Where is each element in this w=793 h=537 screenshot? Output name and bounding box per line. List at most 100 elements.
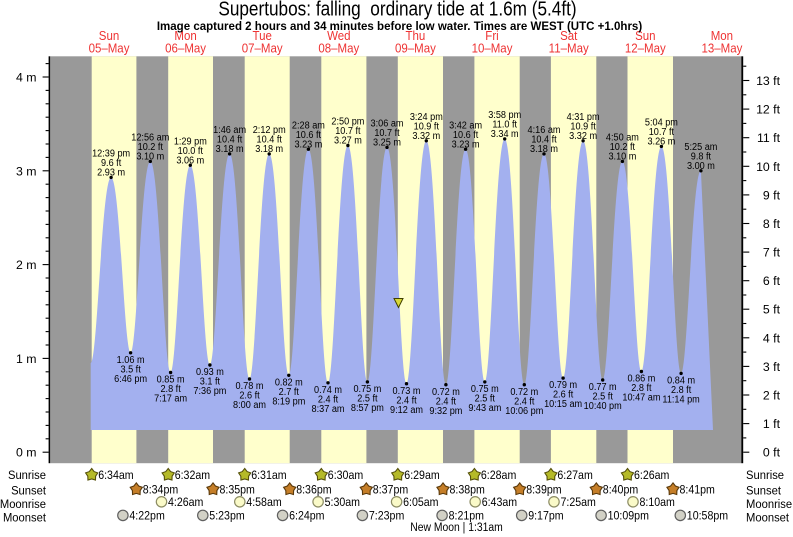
svg-text:Wed: Wed — [327, 29, 350, 44]
svg-text:3.32 m: 3.32 m — [412, 130, 440, 142]
svg-text:0.77 m: 0.77 m — [589, 382, 617, 394]
svg-text:12–May: 12–May — [625, 41, 666, 56]
svg-text:Tue: Tue — [253, 29, 273, 44]
svg-text:3.18 m: 3.18 m — [255, 143, 283, 155]
svg-text:05–May: 05–May — [89, 41, 130, 56]
svg-text:0.93 m: 0.93 m — [196, 367, 224, 379]
svg-text:4 ft: 4 ft — [763, 331, 781, 345]
svg-text:0.78 m: 0.78 m — [236, 381, 264, 393]
svg-text:3.18 m: 3.18 m — [530, 143, 558, 155]
svg-text:3.10 m: 3.10 m — [136, 151, 164, 163]
svg-text:Supertubos: falling ordinary: Supertubos: falling ordinary tide at 1.6… — [218, 0, 576, 20]
svg-text:10.2 ft: 10.2 ft — [610, 141, 636, 153]
svg-text:Moonset: Moonset — [3, 511, 47, 525]
svg-text:10.7 ft: 10.7 ft — [649, 126, 675, 138]
svg-text:5:30am: 5:30am — [325, 496, 360, 509]
svg-text:2.4 ft: 2.4 ft — [514, 396, 535, 408]
svg-text:12 ft: 12 ft — [756, 103, 781, 117]
svg-text:2 ft: 2 ft — [763, 389, 781, 403]
svg-text:Sunset: Sunset — [11, 484, 47, 498]
svg-text:3.23 m: 3.23 m — [294, 139, 322, 151]
svg-text:10.6 ft: 10.6 ft — [296, 129, 322, 141]
svg-text:8:37pm: 8:37pm — [373, 484, 408, 497]
svg-text:10.7 ft: 10.7 ft — [335, 126, 361, 138]
svg-text:3.5 ft: 3.5 ft — [120, 364, 141, 376]
svg-text:6:26am: 6:26am — [634, 469, 669, 482]
svg-text:1:29 pm: 1:29 pm — [174, 136, 207, 148]
svg-text:2.6 ft: 2.6 ft — [239, 390, 260, 402]
svg-text:06–May: 06–May — [165, 41, 206, 56]
svg-text:2.5 ft: 2.5 ft — [593, 391, 614, 403]
svg-text:8:36pm: 8:36pm — [296, 484, 331, 497]
svg-text:0 ft: 0 ft — [763, 446, 781, 460]
svg-text:Sun: Sun — [635, 29, 655, 44]
svg-text:0.74 m: 0.74 m — [314, 384, 342, 396]
svg-text:6:28am: 6:28am — [481, 469, 516, 482]
svg-text:6:32am: 6:32am — [175, 469, 210, 482]
svg-text:2.7 ft: 2.7 ft — [279, 386, 300, 398]
svg-text:Moonrise: Moonrise — [0, 497, 46, 511]
svg-text:7:25am: 7:25am — [561, 496, 596, 509]
svg-text:6:27am: 6:27am — [557, 469, 592, 482]
svg-text:0.85 m: 0.85 m — [157, 374, 185, 386]
svg-text:8:34pm: 8:34pm — [143, 484, 178, 497]
svg-text:Sun: Sun — [99, 29, 119, 44]
svg-text:1 m: 1 m — [16, 352, 37, 366]
svg-text:Sunrise: Sunrise — [8, 469, 46, 483]
svg-text:0.73 m: 0.73 m — [393, 385, 421, 397]
svg-text:10.0 ft: 10.0 ft — [178, 145, 204, 157]
svg-text:8:00 am: 8:00 am — [233, 400, 266, 412]
svg-text:4:26am: 4:26am — [168, 496, 203, 509]
svg-text:3:06 am: 3:06 am — [371, 118, 404, 130]
svg-text:2.8 ft: 2.8 ft — [631, 383, 652, 395]
svg-text:0 m: 0 m — [16, 446, 37, 460]
svg-text:11 ft: 11 ft — [757, 131, 781, 145]
svg-text:3.32 m: 3.32 m — [569, 130, 597, 142]
svg-text:11–May: 11–May — [549, 41, 589, 56]
svg-text:9:32 pm: 9:32 pm — [429, 405, 462, 417]
svg-text:3:24 pm: 3:24 pm — [410, 111, 443, 123]
svg-text:3.00 m: 3.00 m — [687, 160, 715, 172]
svg-text:09–May: 09–May — [395, 41, 436, 56]
svg-text:Moonset: Moonset — [746, 511, 790, 525]
svg-text:10.4 ft: 10.4 ft — [257, 134, 283, 146]
svg-text:10 ft: 10 ft — [756, 160, 781, 174]
svg-text:0.86 m: 0.86 m — [627, 373, 655, 385]
svg-text:2 m: 2 m — [16, 258, 37, 272]
svg-text:4:50 am: 4:50 am — [606, 132, 639, 144]
svg-text:3.26 m: 3.26 m — [647, 136, 675, 148]
svg-text:8:21pm: 8:21pm — [449, 510, 484, 523]
svg-text:10.9 ft: 10.9 ft — [414, 121, 440, 133]
svg-text:2.5 ft: 2.5 ft — [475, 393, 496, 405]
svg-text:11:14 pm: 11:14 pm — [662, 394, 699, 406]
svg-text:12:39 pm: 12:39 pm — [92, 148, 130, 160]
svg-text:13–May: 13–May — [701, 41, 742, 56]
svg-text:5:23pm: 5:23pm — [209, 510, 244, 523]
svg-text:4:16 am: 4:16 am — [528, 124, 561, 136]
svg-text:10.2 ft: 10.2 ft — [138, 141, 164, 153]
svg-text:6 ft: 6 ft — [763, 274, 781, 288]
svg-text:2.8 ft: 2.8 ft — [160, 384, 181, 396]
svg-text:3.18 m: 3.18 m — [216, 143, 244, 155]
svg-text:3.06 m: 3.06 m — [176, 155, 204, 167]
svg-text:0.82 m: 0.82 m — [275, 377, 303, 389]
svg-text:4 m: 4 m — [16, 71, 37, 85]
svg-text:2.6 ft: 2.6 ft — [553, 389, 574, 401]
svg-text:0.79 m: 0.79 m — [549, 380, 577, 392]
svg-text:2.4 ft: 2.4 ft — [436, 396, 457, 408]
svg-text:8:40pm: 8:40pm — [603, 484, 638, 497]
svg-text:10.6 ft: 10.6 ft — [453, 129, 479, 141]
svg-text:Mon: Mon — [711, 29, 733, 44]
svg-text:10.9 ft: 10.9 ft — [570, 121, 596, 133]
svg-text:2:50 pm: 2:50 pm — [331, 116, 364, 128]
svg-text:3 ft: 3 ft — [763, 360, 781, 374]
svg-text:6:31am: 6:31am — [251, 469, 286, 482]
svg-text:3:42 am: 3:42 am — [449, 120, 482, 132]
svg-text:New Moon | 1:31am: New Moon | 1:31am — [410, 522, 502, 535]
svg-text:Thu: Thu — [405, 29, 425, 44]
svg-text:2.8 ft: 2.8 ft — [671, 384, 692, 396]
svg-text:8:41pm: 8:41pm — [680, 484, 715, 497]
svg-text:10:47 am: 10:47 am — [622, 392, 660, 404]
svg-text:Sunset: Sunset — [746, 484, 782, 498]
svg-text:3.27 m: 3.27 m — [334, 135, 362, 147]
